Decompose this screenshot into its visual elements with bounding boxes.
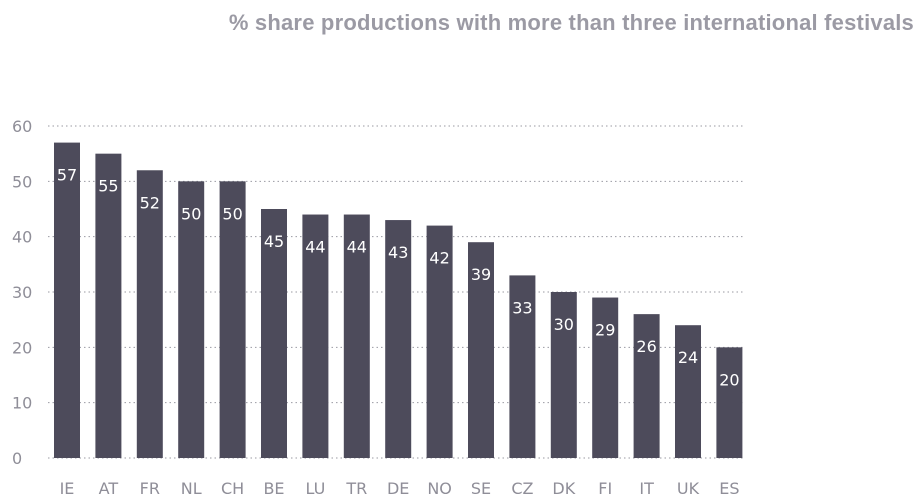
y-tick-label: 40 bbox=[12, 228, 32, 247]
bar-value-label: 44 bbox=[347, 238, 367, 257]
x-tick-label: FR bbox=[140, 479, 160, 498]
x-tick-label: UK bbox=[677, 479, 700, 498]
x-tick-label: SE bbox=[471, 479, 491, 498]
bars: 57 55 52 50 50 45 44 44 43 42 39 33 30 29 26 24 20 bbox=[54, 142, 743, 459]
y-tick-label: 50 bbox=[12, 172, 32, 191]
bar-value-label: 55 bbox=[98, 177, 118, 196]
bar-de bbox=[385, 220, 412, 458]
bar-value-label: 26 bbox=[636, 337, 656, 356]
bar-value-label: 42 bbox=[429, 249, 449, 268]
x-tick-label: ES bbox=[719, 479, 739, 498]
x-tick-label: BE bbox=[263, 479, 284, 498]
bar-value-label: 50 bbox=[222, 204, 242, 223]
x-tick-label: NL bbox=[181, 479, 202, 498]
x-tick-label: DE bbox=[387, 479, 409, 498]
y-tick-label: 20 bbox=[12, 338, 32, 357]
bar-se bbox=[468, 242, 494, 458]
x-tick-label: DK bbox=[552, 479, 575, 498]
bar-es bbox=[716, 347, 743, 458]
bar-value-label: 24 bbox=[678, 348, 698, 367]
bar-at bbox=[95, 153, 122, 458]
bar-tr bbox=[343, 214, 370, 458]
x-tick-label: CH bbox=[221, 479, 244, 498]
y-axis-ticks: 0 10 20 30 40 50 60 bbox=[12, 117, 32, 468]
y-tick-label: 10 bbox=[12, 394, 32, 413]
bar-cz bbox=[509, 275, 536, 458]
y-tick-label: 0 bbox=[12, 449, 22, 468]
y-tick-label: 60 bbox=[12, 117, 32, 136]
bar-lu bbox=[302, 214, 329, 458]
bar-fi bbox=[592, 297, 619, 458]
x-tick-label: TR bbox=[345, 479, 367, 498]
bar-value-label: 29 bbox=[595, 321, 615, 340]
bar-value-label: 20 bbox=[719, 370, 739, 389]
x-tick-label: CZ bbox=[511, 479, 533, 498]
x-tick-label: AT bbox=[99, 479, 119, 498]
bar-fr bbox=[136, 170, 163, 458]
x-tick-label: IE bbox=[60, 479, 75, 498]
bar-value-label: 44 bbox=[305, 238, 325, 257]
bar-dk bbox=[550, 292, 577, 458]
bar-value-label: 57 bbox=[57, 166, 77, 185]
bar-value-label: 30 bbox=[554, 315, 574, 334]
chart-title: % share productions with more than three… bbox=[228, 10, 914, 35]
x-tick-label: IT bbox=[639, 479, 654, 498]
x-tick-label: LU bbox=[305, 479, 325, 498]
x-tick-label: FI bbox=[598, 479, 612, 498]
bar-be bbox=[261, 209, 287, 458]
bar-uk bbox=[675, 325, 701, 458]
y-tick-label: 30 bbox=[12, 283, 32, 302]
bar-ie bbox=[54, 142, 80, 458]
bar-it bbox=[633, 314, 660, 458]
bar-value-label: 50 bbox=[181, 204, 201, 223]
x-axis-ticks: IE AT FR NL CH BE LU TR DE NO SE CZ DK FI IT UK ES bbox=[60, 479, 740, 498]
bar-no bbox=[426, 225, 453, 458]
bar-value-label: 39 bbox=[471, 265, 491, 284]
bar-ch bbox=[219, 181, 246, 459]
bar-value-label: 33 bbox=[512, 298, 532, 317]
bar-value-label: 45 bbox=[264, 232, 284, 251]
bar-value-label: 52 bbox=[140, 193, 160, 212]
bar-nl bbox=[178, 181, 205, 459]
x-tick-label: NO bbox=[427, 479, 452, 498]
bar-value-label: 43 bbox=[388, 243, 408, 262]
